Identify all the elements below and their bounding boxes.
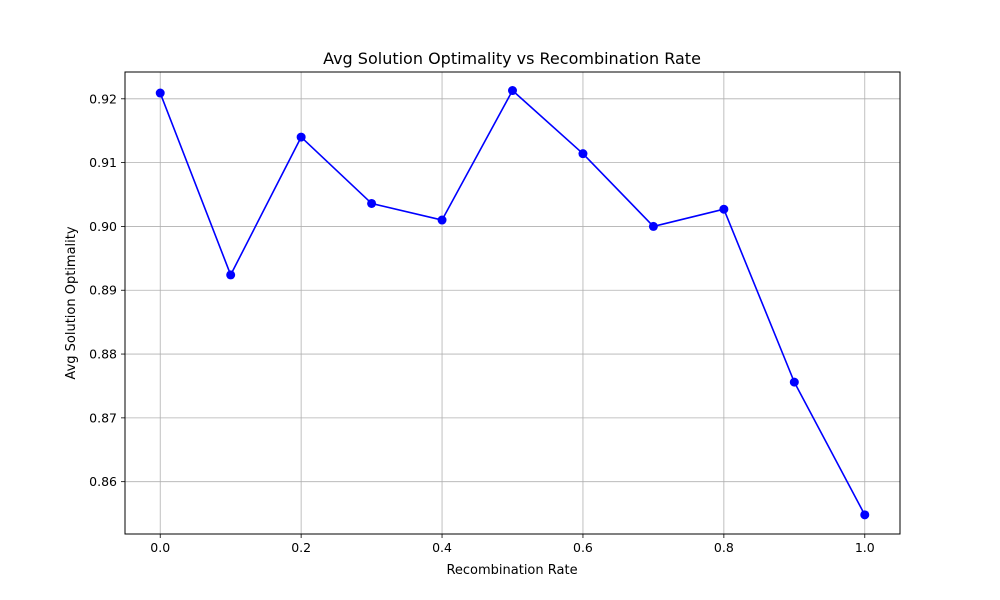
y-axis-label: Avg Solution Optimality bbox=[64, 226, 79, 379]
y-tick-label: 0.92 bbox=[89, 91, 117, 106]
plot-area-frame bbox=[124, 71, 901, 535]
x-tick-label: 1.0 bbox=[855, 540, 875, 555]
ticks: 0.0 0.2 0.4 0.6 0.8 1.0 0.86 0.87 0.88 0.89 0.90 0.… bbox=[89, 91, 875, 555]
data-point bbox=[226, 270, 236, 280]
chart-title: Avg Solution Optimality vs Recombination… bbox=[323, 49, 701, 68]
y-tick-label: 0.86 bbox=[89, 474, 117, 489]
data-point bbox=[296, 132, 306, 142]
x-tick-label: 0.8 bbox=[714, 540, 734, 555]
data-point bbox=[367, 198, 377, 208]
y-tick-label: 0.89 bbox=[89, 283, 117, 298]
y-tick-label: 0.87 bbox=[89, 410, 117, 425]
x-tick-label: 0.4 bbox=[432, 540, 452, 555]
y-tick-label: 0.88 bbox=[89, 347, 117, 362]
x-tick-label: 0.6 bbox=[573, 540, 593, 555]
x-tick-label: 0.0 bbox=[150, 540, 170, 555]
data-point bbox=[789, 377, 799, 387]
data-point bbox=[155, 88, 165, 98]
data-point bbox=[508, 86, 517, 96]
grid bbox=[125, 72, 900, 534]
data-point bbox=[648, 221, 658, 231]
data-point bbox=[860, 510, 870, 520]
series bbox=[155, 86, 870, 520]
y-tick-label: 0.91 bbox=[89, 155, 117, 170]
y-tick-label: 0.90 bbox=[89, 219, 117, 234]
data-point bbox=[578, 149, 588, 159]
data-point bbox=[719, 204, 729, 214]
data-point bbox=[437, 215, 447, 225]
x-axis-label: Recombination Rate bbox=[446, 563, 577, 578]
x-tick-label: 0.2 bbox=[291, 540, 311, 555]
